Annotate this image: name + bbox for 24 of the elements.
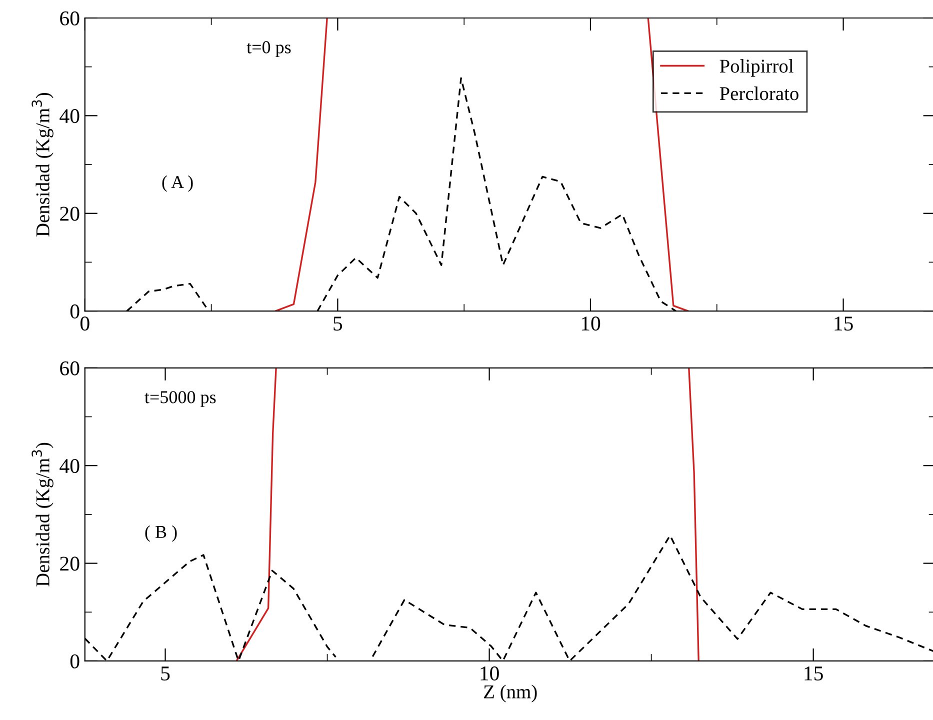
x-tick-label: 10 [582,316,600,331]
y-tick-label: 60 [60,361,80,376]
y-tick-label: 20 [60,206,80,221]
annotation: t=0 ps [246,41,291,58]
y-tick-label: 40 [60,109,80,124]
legend-label: Polipirrol [720,59,794,77]
x-tick-label: 0 [80,316,90,331]
x-axis-title: Z (nm) [484,684,537,702]
annotation: t=5000 ps [144,391,216,407]
x-tick-label: 5 [334,316,342,331]
y-tick-label: 60 [60,11,80,26]
x-tick-label: 5 [161,666,170,680]
y-axis-title: Densidad (Kg/m$^{3}$) [32,92,54,236]
y-axis-title: Densidad (Kg/m$^{3}$) [32,442,54,586]
x-tick-label: 10 [480,666,499,680]
y-tick-label: 20 [60,556,80,571]
x-tick-label: 15 [804,666,823,680]
y-tick-label: 40 [60,458,80,474]
y-tick-label: 0 [70,654,80,668]
x-tick-label: 15 [834,316,853,331]
annotation: ( B ) [145,525,177,542]
annotation: ( A ) [162,175,193,192]
legend-label: Perclorato [720,86,798,100]
y-tick-label: 0 [70,304,80,318]
